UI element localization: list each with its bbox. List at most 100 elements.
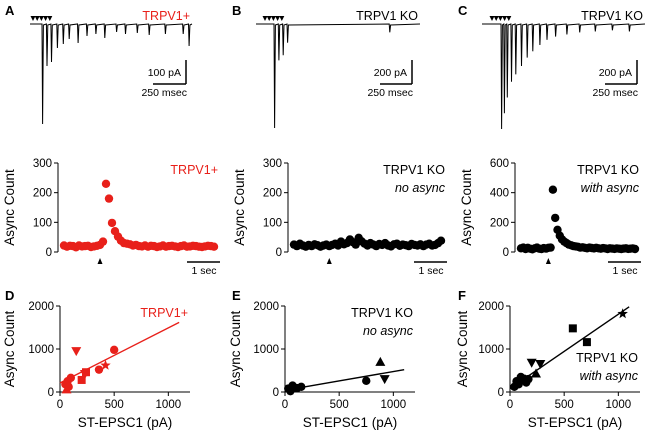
x-axis-label: ST-EPSC1 (pA) — [528, 415, 623, 430]
data-point-triangle-up — [375, 356, 386, 366]
y-axis-label: Async Count — [2, 169, 17, 246]
stimulus-arrowhead — [43, 16, 49, 21]
data-point-circle — [94, 365, 104, 374]
stimulus-arrowhead — [506, 16, 512, 21]
x-tick-label: 1000 — [156, 399, 182, 411]
stimulus-arrowhead — [270, 16, 276, 21]
panel-title: TRPV1 KO — [351, 306, 413, 320]
y-tick-label: 100 — [33, 217, 52, 229]
timecourse-panel-c-time: 0 200 400 600 Async Count 1 sec TRPV1 KO with a… — [459, 158, 641, 277]
data-point-square — [77, 375, 86, 384]
timecourse-panel-b-time: 0 100 200 300 Async Count 1 sec TRPV1 KO no asy… — [232, 158, 447, 277]
y-axis-label: Async Count — [228, 310, 243, 387]
y-tick-label: 1000 — [28, 344, 54, 356]
scalebar-y-label: 200 pA — [599, 67, 632, 79]
scalebar-x-label: 1 sec — [418, 265, 443, 277]
y-tick-label: 200 — [33, 188, 52, 200]
correlation-panel-f-scatter: 0 1000 2000 0 500 1000 ST-EPSC1 (pA) Async Coun… — [455, 301, 640, 430]
data-point-triangle-down — [379, 375, 390, 385]
trace-panel-c-trace: TRPV1 KO 200 pA 250 msec — [482, 9, 645, 130]
y-tick-label: 0 — [276, 247, 282, 259]
stimulus-arrowhead — [545, 258, 551, 264]
data-point-triangle-up — [61, 384, 72, 394]
y-tick-label: 2000 — [478, 301, 504, 313]
scalebar-y-label: 100 pA — [148, 67, 181, 79]
trace-line — [30, 23, 193, 125]
y-tick-label: 0 — [273, 387, 279, 399]
y-axis-label: Async Count — [459, 169, 474, 246]
scalebar-x-label: 1 sec — [191, 265, 216, 277]
data-point-square — [568, 324, 577, 333]
panel-letter-e: E — [232, 288, 241, 303]
data-point-circle — [66, 373, 76, 383]
trace-line — [256, 23, 421, 129]
stimulus-arrowhead — [266, 16, 272, 21]
data-point-circle — [286, 386, 295, 396]
trace-line — [482, 23, 645, 130]
panel-title: TRPV1 KO — [577, 163, 639, 177]
x-tick-label: 500 — [105, 399, 124, 411]
trace-panel-b-trace: TRPV1 KO 200 pA 250 msec — [256, 9, 421, 129]
data-point-star — [617, 308, 628, 319]
y-tick-label: 2000 — [253, 301, 279, 313]
x-tick-label: 0 — [507, 399, 513, 411]
stimulus-arrowhead — [34, 16, 40, 21]
y-axis-label: Async Count — [232, 169, 247, 246]
y-tick-label: 100 — [263, 217, 282, 229]
data-point-triangle-down — [71, 347, 82, 357]
y-tick-label: 0 — [46, 247, 52, 259]
trace-title: TRPV1+ — [142, 9, 190, 23]
y-tick-label: 600 — [490, 158, 509, 170]
data-point — [546, 243, 555, 252]
panel-letter-a: A — [5, 3, 15, 18]
y-axis-label: Async Count — [455, 310, 470, 387]
data-point-star — [100, 359, 111, 370]
x-tick-label: 0 — [282, 399, 288, 411]
fit-line — [59, 321, 180, 384]
data-point-circle — [362, 376, 371, 386]
x-axis-label: ST-EPSC1 (pA) — [78, 415, 173, 430]
stimulus-arrowhead — [279, 16, 285, 21]
trace-title: TRPV1 KO — [581, 9, 643, 23]
correlation-panel-d-scatter: 0 1000 2000 0 500 1000 ST-EPSC1 (pA) Async Coun… — [2, 301, 190, 430]
y-tick-label: 2000 — [28, 301, 54, 313]
y-tick-label: 400 — [490, 188, 509, 200]
x-axis-label: ST-EPSC1 (pA) — [303, 415, 398, 430]
data-point-circle — [297, 382, 306, 392]
y-tick-label: 200 — [263, 188, 282, 200]
data-point-triangle-up — [531, 368, 541, 378]
stimulus-arrowhead — [262, 16, 268, 21]
scalebar-x-label: 250 msec — [592, 87, 638, 99]
data-point — [551, 213, 560, 223]
x-tick-label: 0 — [57, 399, 63, 411]
y-tick-label: 200 — [490, 217, 509, 229]
trace-panel-a-trace: TRPV1+ 100 pA 250 msec — [30, 9, 193, 125]
panel-letter-f: F — [458, 288, 466, 303]
data-point — [101, 179, 111, 188]
data-point-triangle-down — [526, 358, 537, 368]
trace-title: TRPV1 KO — [356, 9, 418, 23]
fit-line — [509, 306, 630, 390]
correlation-panel-e-scatter: 0 1000 2000 0 500 1000 ST-EPSC1 (pA) Async Coun… — [228, 301, 415, 430]
data-point — [209, 242, 219, 251]
panel-subtitle: no async — [363, 324, 414, 338]
stimulus-arrowhead — [275, 16, 281, 21]
y-tick-label: 0 — [498, 387, 504, 399]
stimulus-arrowhead — [493, 16, 499, 21]
data-point-square — [582, 338, 591, 347]
x-tick-label: 500 — [330, 399, 349, 411]
stimulus-arrowhead — [326, 258, 332, 264]
stimulus-arrowhead — [497, 16, 503, 21]
data-point-circle — [109, 345, 119, 355]
data-point — [630, 244, 640, 254]
y-axis-label: Async Count — [2, 310, 17, 387]
timecourse-panel-a-time: 0 100 200 300 Async Count 1 sec TRPV1+ — [2, 158, 220, 277]
panel-title: TRPV1+ — [170, 163, 218, 177]
scalebar-y-label: 200 pA — [374, 67, 407, 79]
stimulus-arrowhead — [489, 16, 495, 21]
panel-subtitle: no async — [395, 181, 446, 195]
stimulus-arrowhead — [38, 16, 44, 21]
data-point — [436, 236, 446, 245]
y-tick-label: 0 — [48, 387, 54, 399]
